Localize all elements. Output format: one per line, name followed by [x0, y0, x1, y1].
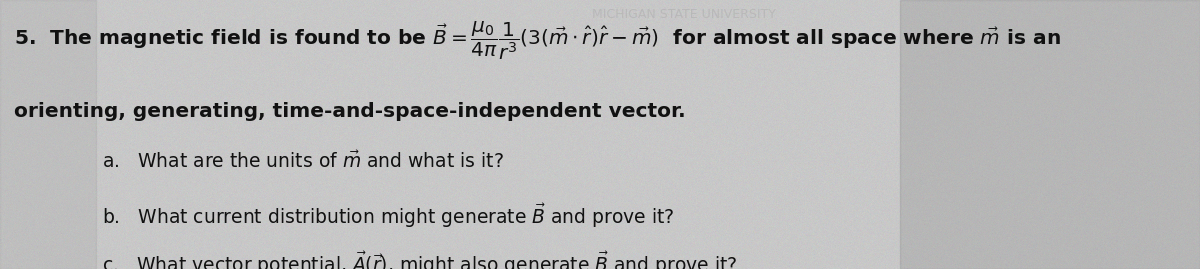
Bar — [0, 0, 96, 269]
Bar — [900, 0, 1200, 269]
Text: c.   What vector potential, $\vec{A}(\vec{r})$, might also generate $\vec{B}$ an: c. What vector potential, $\vec{A}(\vec{… — [102, 250, 738, 269]
Text: b.   What current distribution might generate $\vec{B}$ and prove it?: b. What current distribution might gener… — [102, 202, 674, 230]
Text: 5.  The magnetic field is found to be $\vec{B} = \dfrac{\mu_0}{4\pi}\dfrac{1}{r^: 5. The magnetic field is found to be $\v… — [14, 19, 1061, 62]
Text: orienting, generating, time-and-space-independent vector.: orienting, generating, time-and-space-in… — [14, 102, 686, 121]
Text: a.   What are the units of $\vec{m}$ and what is it?: a. What are the units of $\vec{m}$ and w… — [102, 151, 504, 172]
Text: MICHIGAN STATE UNIVERSITY: MICHIGAN STATE UNIVERSITY — [592, 8, 776, 21]
